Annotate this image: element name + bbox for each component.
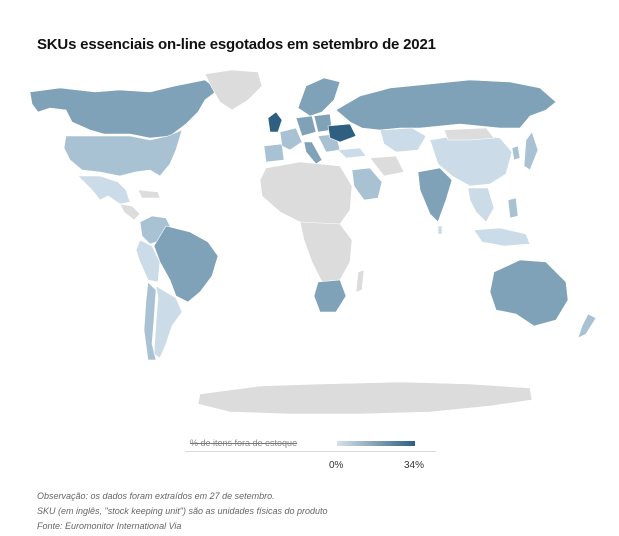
country-sri-lanka (437, 225, 443, 235)
country-korea (511, 145, 521, 161)
country-france (279, 127, 303, 151)
country-germany (295, 115, 317, 137)
country-southeast-asia (467, 187, 495, 223)
country-scandinavia (297, 77, 341, 117)
country-central-america (119, 203, 141, 221)
footnote-observation: Observação: os dados foram extraídos em … (37, 491, 275, 501)
footnotes: Observação: os dados foram extraídos em … (37, 489, 328, 534)
country-saudi-arabia (351, 167, 383, 201)
country-new-zealand (577, 313, 597, 339)
chart-title: SKUs essenciais on-line esgotados em set… (37, 36, 436, 53)
country-africa-north (259, 161, 353, 229)
legend-label: % de itens fora de estoque (190, 438, 298, 448)
legend-color-scale (337, 441, 415, 446)
country-usa (63, 129, 183, 177)
country-mongolia (443, 127, 495, 141)
country-japan (523, 131, 539, 171)
country-italy (303, 141, 323, 165)
legend-axis-line (185, 451, 436, 452)
country-greenland (204, 69, 263, 111)
footnote-source: Fonte: Euromonitor International Via (37, 521, 182, 531)
country-iran (369, 155, 405, 177)
country-madagascar (355, 269, 365, 293)
country-africa-central (299, 221, 353, 283)
country-mexico (77, 175, 131, 205)
country-argentina (153, 285, 183, 359)
legend-max-label: 34% (404, 460, 425, 471)
country-philippines (507, 197, 519, 219)
country-india (417, 167, 453, 223)
country-south-africa (313, 279, 347, 313)
country-ukraine (327, 123, 357, 143)
country-russia (335, 79, 557, 131)
country-canada (29, 79, 219, 139)
country-australia (489, 259, 569, 327)
legend-min-label: 0% (329, 460, 344, 471)
country-peru (135, 239, 161, 283)
country-uk (267, 111, 283, 133)
country-iberia (263, 143, 285, 163)
country-caribbean (137, 189, 161, 199)
region-antarctica (197, 381, 533, 415)
country-turkey (337, 147, 367, 159)
country-chile (143, 281, 157, 361)
country-kazakhstan (379, 127, 427, 153)
country-brazil (153, 225, 219, 303)
footnote-sku-definition: SKU (em inglês, "stock keeping unit") sã… (37, 506, 328, 516)
country-indonesia (473, 227, 531, 247)
